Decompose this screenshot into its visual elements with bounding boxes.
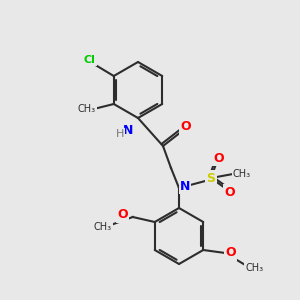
Text: O: O bbox=[117, 208, 128, 221]
Text: O: O bbox=[225, 247, 236, 260]
Text: CH₃: CH₃ bbox=[94, 222, 112, 232]
Text: H: H bbox=[116, 129, 124, 139]
Text: N: N bbox=[180, 179, 190, 193]
Text: CH₃: CH₃ bbox=[233, 169, 251, 179]
Text: N: N bbox=[123, 124, 133, 136]
Text: Cl: Cl bbox=[84, 55, 96, 65]
Text: O: O bbox=[214, 152, 224, 164]
Text: S: S bbox=[206, 172, 215, 184]
Text: O: O bbox=[181, 121, 191, 134]
Text: CH₃: CH₃ bbox=[78, 104, 96, 114]
Text: O: O bbox=[225, 185, 235, 199]
Text: CH₃: CH₃ bbox=[245, 263, 263, 273]
